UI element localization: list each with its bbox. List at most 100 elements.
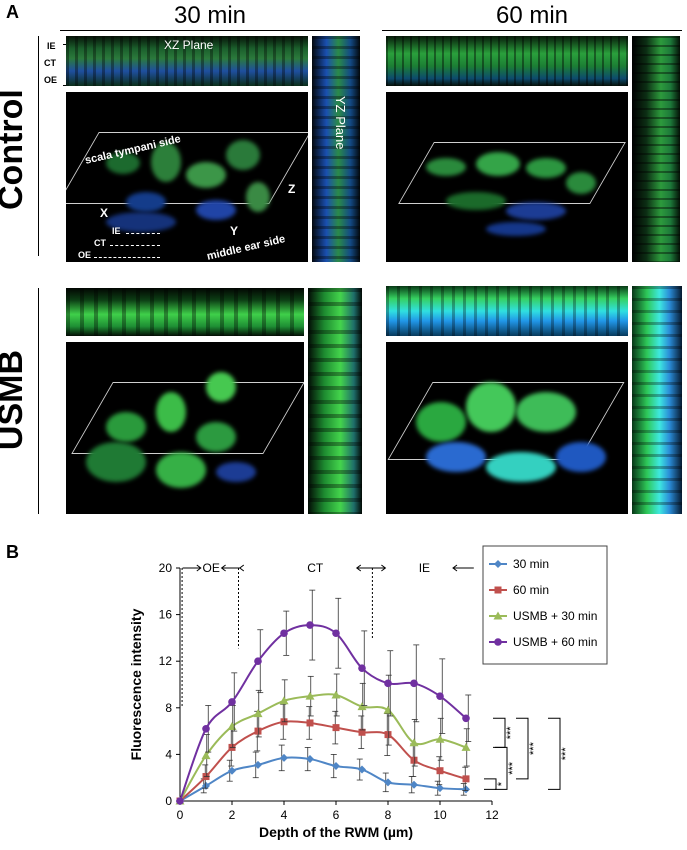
series-2-point-5 [305,691,315,700]
usmb-60-3d-image [386,342,628,514]
x-tick-label-3: 6 [333,808,340,822]
series-2-point-11 [461,742,471,751]
region-arrow-ie [452,564,474,572]
x-tick-label-0: 0 [177,808,184,822]
y-tick-label-0: 0 [165,794,172,808]
series-3-point-5 [306,621,314,629]
panel-a-letter: A [6,2,19,22]
control-30-3d-box [66,132,308,204]
x-tick-label-4: 8 [385,808,392,822]
y-tick-label-3: 12 [159,654,173,668]
series-1-point-6 [332,724,340,732]
series-3-point-9 [410,679,418,688]
axis-z-label: Z [288,182,296,196]
series-3-point-7 [358,664,366,672]
sig-60-vs-30-bracket [484,778,497,790]
region-arrow-ct [355,564,387,572]
series-2-point-9 [409,738,419,747]
series-1-line [179,720,467,802]
control-60-xz-image [386,36,628,86]
series-1-point-3 [254,727,262,735]
region-label-oe: OE [203,561,220,575]
column-header-30-min: 30 min [173,2,247,29]
series-0-point-9 [410,780,418,789]
legend-label-3: USMB + 60 min [513,635,597,649]
legend-swatch-marker-2 [493,611,503,620]
series-2-point-3 [253,709,263,718]
series-0-point-5 [306,755,314,764]
column-header-60-min: 60 min [495,2,569,29]
arrow-label-ct: CT [94,238,106,248]
column-header-rule-30 [60,30,360,31]
usmb-60-yz-image [632,286,682,514]
usmb-30-xz-image [66,288,304,336]
control-60-yz-image [632,36,680,262]
y-axis-title: Fluorescence intensity [128,608,144,760]
sig-usmb60-vs-usmb30-bracket [493,717,506,748]
row-header-rule-usmb [38,288,39,514]
sig-usmb60-vs-30-bracket [548,717,561,790]
y-tick-label-1: 4 [165,747,172,761]
series-1-point-8 [384,731,392,739]
y-tick-label-2: 8 [165,701,172,715]
series-3-point-11 [462,714,470,723]
series-2-point-10 [435,734,445,743]
series-2-point-4 [279,696,289,705]
series-1-point-9 [410,756,418,764]
region-label-ie: IE [419,561,430,575]
series-1-point-10 [436,767,444,775]
series-0-point-4 [280,753,288,762]
arrow-ie [126,233,160,234]
legend-label-1: 60 min [513,583,549,597]
series-3-point-10 [436,692,444,700]
control-30-yz-image: YZ Plane [312,36,360,262]
yz-plane-label: YZ Plane [333,96,348,150]
sig-60-vs-30-label: * [496,781,508,786]
legend-box [482,545,608,665]
x-tick-label-2: 4 [281,808,288,822]
sig-usmb60-vs-usmb30-label: *** [505,726,517,740]
series-2-point-6 [331,690,341,699]
legend-swatch-marker-1 [494,586,502,594]
middle-ear-label: middle ear side [205,233,287,262]
column-header-rule-60 [382,30,682,31]
arrow-label-oe: OE [78,250,92,260]
legend-label-0: 30 min [513,557,549,571]
region-label-ct: CT [307,561,324,575]
control-60-3d-image [386,92,628,262]
series-2-point-7 [357,702,367,711]
axis-x-label: X [100,206,109,220]
series-0-point-3 [254,760,262,769]
layer-label-oe: OE [44,75,58,85]
legend-swatch-marker-0 [494,560,502,568]
series-3-point-2 [228,698,236,706]
series-3-point-3 [254,657,262,665]
legend-label-2: USMB + 30 min [513,609,597,623]
layer-label-ct: CT [44,58,56,68]
row-header-control: Control [0,89,30,210]
x-tick-label-5: 10 [433,808,447,822]
series-1-point-7 [358,728,366,736]
legend-swatch-marker-3 [494,638,502,646]
series-3-point-4 [280,629,288,638]
usmb-30-3d-image [66,342,304,514]
sig-usmb60-vs-60-label: *** [528,741,540,755]
panel-b-letter: B [6,542,19,562]
x-tick-label-6: 12 [485,808,499,822]
series-1-point-11 [462,775,470,783]
series-3-point-1 [202,724,210,733]
sig-usmb60-vs-30-label: *** [560,747,572,761]
y-tick-label-4: 16 [159,608,173,622]
region-arrow-oe-left [182,564,202,572]
series-1-point-5 [306,719,314,727]
fluorescence-chart: 0 4 8 12 16 20 0 2 4 6 8 10 12 Depth of the RWM (µm) F… [128,545,608,840]
usmb-60-xz-image [386,286,628,336]
arrow-label-ie: IE [112,226,121,236]
x-axis-title: Depth of the RWM (µm) [259,824,413,840]
sig-usmb30-vs-30-bracket [495,746,508,790]
series-0-point-8 [384,778,392,787]
control-30-xz-image: XZ Plane [66,36,308,86]
series-2-point-8 [383,705,393,714]
sig-usmb30-vs-30-label: *** [507,761,519,775]
series-3-point-8 [384,679,392,688]
